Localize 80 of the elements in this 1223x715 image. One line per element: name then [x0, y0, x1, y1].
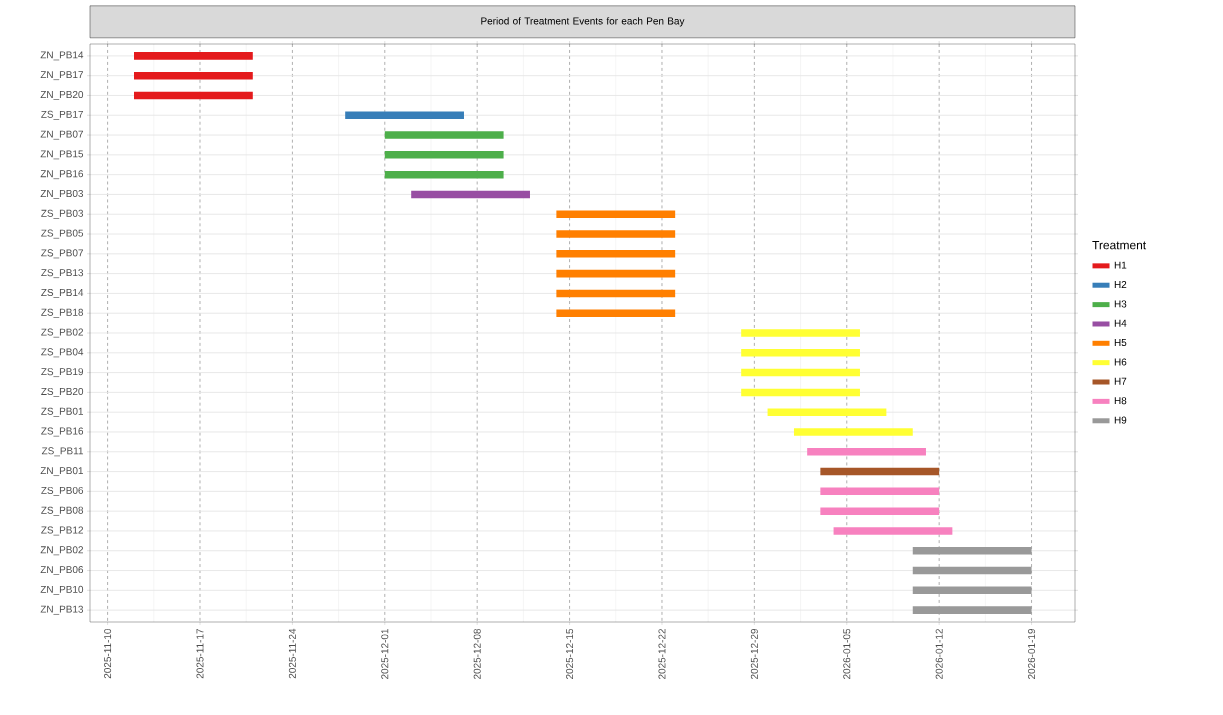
y-tick-label: ZS_PB20 — [41, 387, 84, 397]
y-tick-label: ZS_PB18 — [41, 308, 84, 318]
bar — [741, 368, 860, 377]
legend-label: H6 — [1114, 358, 1127, 366]
y-tick-label: ZN_PB03 — [40, 189, 84, 199]
y-tick-label: ZS_PB11 — [41, 447, 84, 457]
bar — [741, 329, 860, 337]
legend-label: H5 — [1114, 339, 1127, 347]
x-tick-label: 2025-11-17 — [196, 629, 204, 679]
legend-title: Treatment — [1092, 241, 1147, 250]
bar — [741, 349, 860, 357]
bar — [134, 52, 253, 60]
legend-label: H9 — [1114, 416, 1127, 424]
y-tick-label: ZN_PB10 — [40, 585, 84, 595]
y-tick-label: ZN_PB17 — [40, 71, 83, 81]
x-tick-label: 2025-12-01 — [381, 629, 389, 679]
bar — [912, 546, 1032, 555]
bar — [411, 190, 530, 199]
bar — [912, 586, 1032, 595]
y-tick-label: ZS_PB05 — [41, 229, 84, 239]
y-tick-label: ZN_PB14 — [40, 51, 84, 61]
bar — [345, 111, 464, 120]
x-tick-label: 2026-01-12 — [935, 629, 943, 679]
bar — [384, 151, 504, 159]
x-tick-label: 2025-12-08 — [473, 628, 481, 679]
y-tick-label: ZS_PB19 — [41, 368, 84, 378]
x-tick-label: 2025-12-15 — [566, 628, 574, 679]
bar — [767, 408, 887, 416]
bar — [820, 467, 940, 476]
y-tick-label: ZN_PB07 — [40, 130, 83, 140]
x-tick-label: 2025-11-10 — [104, 628, 112, 679]
y-tick-label: ZS_PB01 — [41, 407, 84, 417]
y-tick-label: ZS_PB13 — [41, 269, 84, 279]
legend-label: H2 — [1114, 280, 1127, 288]
bar — [793, 428, 913, 436]
y-tick-label: ZS_PB17 — [41, 110, 83, 120]
y-tick-label: ZN_PB02 — [40, 546, 83, 556]
x-tick-label: 2026-01-19 — [1028, 628, 1036, 679]
bar — [807, 448, 926, 456]
legend-label: H8 — [1114, 397, 1127, 405]
bar — [912, 566, 1032, 575]
bar — [820, 487, 940, 496]
y-tick-label: ZS_PB14 — [41, 288, 84, 298]
y-tick-label: ZS_PB07 — [41, 249, 83, 259]
bar — [556, 269, 676, 278]
bar — [384, 170, 504, 179]
bar — [556, 289, 676, 298]
bar — [556, 230, 676, 238]
bar — [384, 131, 504, 139]
bar — [833, 527, 953, 535]
bar — [556, 250, 676, 258]
x-tick-label: 2025-12-29 — [750, 628, 758, 679]
x-tick-label: 2025-11-24 — [288, 628, 296, 679]
y-tick-label: ZN_PB20 — [40, 91, 84, 100]
y-tick-label: ZS_PB03 — [41, 209, 84, 219]
bar — [134, 71, 253, 80]
bar — [556, 309, 676, 317]
x-tick-label: 2026-01-05 — [843, 628, 851, 679]
x-tick-label: 2025-12-22 — [658, 629, 666, 679]
y-tick-label: ZS_PB02 — [41, 328, 83, 338]
y-tick-label: ZS_PB04 — [41, 348, 84, 358]
legend-label: H7 — [1114, 377, 1127, 385]
bar — [820, 507, 940, 515]
y-tick-label: ZS_PB16 — [41, 427, 84, 437]
y-tick-label: ZN_PB06 — [40, 566, 84, 576]
bar — [741, 388, 860, 397]
y-tick-label: ZN_PB13 — [40, 605, 84, 615]
legend-label: H1 — [1114, 261, 1127, 269]
y-tick-label: ZN_PB15 — [40, 150, 84, 160]
bar — [912, 606, 1032, 614]
y-tick-label: ZS_PB06 — [41, 486, 84, 496]
chart-title: Period of Treatment Events for each Pen Bay — [481, 17, 685, 27]
y-tick-label: ZS_PB08 — [41, 506, 84, 516]
y-tick-label: ZN_PB01 — [40, 467, 84, 477]
y-tick-label: ZN_PB16 — [40, 170, 84, 180]
bar — [556, 210, 676, 218]
legend-label: H3 — [1114, 300, 1127, 308]
bar — [134, 91, 253, 100]
y-tick-label: ZS_PB12 — [41, 526, 83, 536]
legend-label: H4 — [1114, 319, 1127, 327]
